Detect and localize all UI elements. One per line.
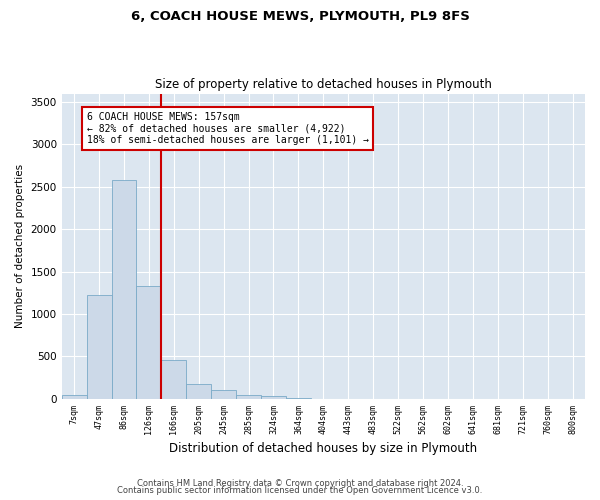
Text: 6 COACH HOUSE MEWS: 157sqm
← 82% of detached houses are smaller (4,922)
18% of s: 6 COACH HOUSE MEWS: 157sqm ← 82% of deta…: [86, 112, 368, 146]
Bar: [112, 180, 136, 399]
Bar: [86, 296, 112, 399]
Y-axis label: Number of detached properties: Number of detached properties: [15, 164, 25, 328]
Bar: [186, 384, 211, 399]
Text: Contains public sector information licensed under the Open Government Licence v3: Contains public sector information licen…: [118, 486, 482, 495]
Text: 6, COACH HOUSE MEWS, PLYMOUTH, PL9 8FS: 6, COACH HOUSE MEWS, PLYMOUTH, PL9 8FS: [131, 10, 469, 23]
Text: Contains HM Land Registry data © Crown copyright and database right 2024.: Contains HM Land Registry data © Crown c…: [137, 478, 463, 488]
X-axis label: Distribution of detached houses by size in Plymouth: Distribution of detached houses by size …: [169, 442, 478, 455]
Bar: [211, 390, 236, 399]
Bar: [62, 394, 86, 399]
Bar: [161, 360, 186, 399]
Title: Size of property relative to detached houses in Plymouth: Size of property relative to detached ho…: [155, 78, 492, 91]
Bar: [236, 394, 261, 399]
Bar: [261, 396, 286, 399]
Bar: [136, 286, 161, 399]
